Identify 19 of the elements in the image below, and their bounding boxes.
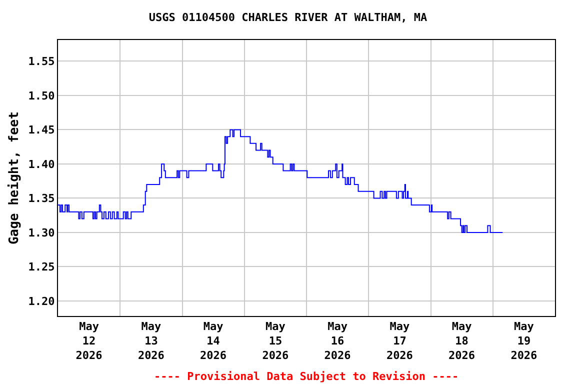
y-tick-label: 1.55 — [28, 55, 55, 68]
y-tick-label: 1.45 — [28, 124, 55, 137]
y-tick-label: 1.35 — [28, 192, 55, 206]
x-tick-label: May 13 2026 — [138, 320, 165, 362]
y-tick-label: 1.30 — [28, 226, 55, 240]
y-tick-label: 1.50 — [28, 89, 55, 102]
x-tick-label: May 17 2026 — [386, 320, 414, 362]
y-tick-label: 1.40 — [28, 158, 55, 171]
text: ---- Provisional Data Subject to Revision ---- — [154, 370, 459, 383]
y-axis-title: Gage height, feet — [7, 111, 22, 245]
y-tick-label: 1.20 — [28, 294, 55, 308]
x-tick-label: May 16 2026 — [324, 320, 352, 362]
chart-title: USGS 01104500 CHARLES RIVER AT WALTHAM, MA — [148, 11, 428, 24]
x-tick-label: May 18 2026 — [448, 320, 476, 362]
y-tick-label: 1.25 — [28, 260, 55, 274]
x-tick-label: May 15 2026 — [262, 320, 290, 362]
x-tick-label: May 12 2026 — [76, 320, 103, 362]
x-tick-label: May 19 2026 — [510, 320, 538, 362]
x-tick-label: May 14 2026 — [200, 320, 227, 362]
